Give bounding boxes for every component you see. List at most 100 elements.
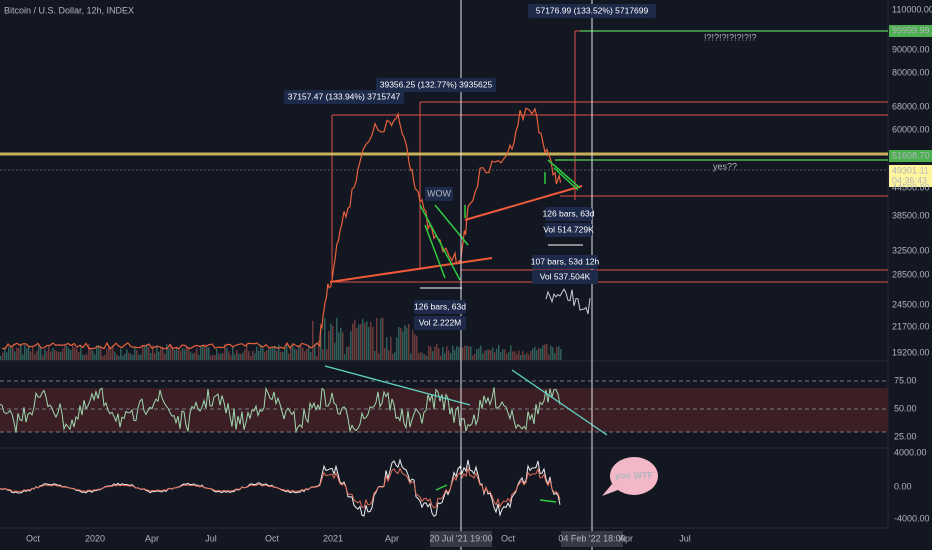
time-axis-label: Oct xyxy=(265,533,280,543)
volume-bar xyxy=(294,348,296,360)
volume-bar xyxy=(286,344,288,360)
volume-bar xyxy=(54,349,56,360)
volume-bar xyxy=(526,352,528,360)
annotation-text: Vol 2.222M xyxy=(419,317,462,327)
volume-bar xyxy=(132,355,134,360)
volume-bar xyxy=(66,345,68,360)
volume-bar xyxy=(64,345,66,360)
volume-bar xyxy=(420,351,422,360)
volume-bar xyxy=(354,319,356,360)
annotation-box xyxy=(532,270,598,284)
volume-bar xyxy=(342,332,344,360)
volume-bar xyxy=(406,327,408,360)
volume-bar xyxy=(302,347,304,360)
trend-lines xyxy=(329,185,583,283)
annotation-text: yes?? xyxy=(713,161,737,171)
volume-bar xyxy=(140,354,142,360)
volume-bar xyxy=(114,351,116,360)
volume-bar xyxy=(476,349,478,360)
volume-bar xyxy=(458,346,460,360)
volume-bar xyxy=(116,354,118,360)
volume-bar xyxy=(478,348,480,360)
volume-bar xyxy=(172,348,174,360)
price-axis-label: 21700.00 xyxy=(892,321,930,331)
macd-axis-label: -4000.00 xyxy=(894,513,930,523)
volume-bar xyxy=(280,351,282,360)
volume-bar xyxy=(100,346,102,360)
volume-bar xyxy=(504,349,506,360)
price-axis-label: 51608.70 xyxy=(892,150,930,160)
volume-bar xyxy=(542,345,544,360)
volume-bar xyxy=(456,346,458,360)
volume-bar xyxy=(234,354,236,360)
volume-bar xyxy=(496,348,498,360)
volume-bar xyxy=(538,347,540,360)
annotation-text: 39356.25 (132.77%) 3935625 xyxy=(380,79,493,89)
volume-bar xyxy=(218,353,220,360)
volume-bar xyxy=(150,353,152,360)
price-tag xyxy=(889,165,932,177)
annotation-box xyxy=(528,4,656,18)
volume-bar xyxy=(328,330,330,360)
volume-bar xyxy=(214,354,216,360)
volume-bar xyxy=(70,349,72,360)
volume-bar xyxy=(38,344,40,360)
time-axis-label: Apr xyxy=(145,533,159,543)
volume-bar xyxy=(346,347,348,360)
volume-bar xyxy=(316,355,318,360)
volume-bar xyxy=(154,353,156,360)
price-tag xyxy=(889,25,932,37)
time-axis-label: 2021 xyxy=(323,533,343,543)
volume-bar xyxy=(260,344,262,360)
volume-bar xyxy=(120,348,122,360)
volume-bar xyxy=(382,317,384,360)
volume-bar xyxy=(240,353,242,360)
projection-line xyxy=(545,288,591,315)
volume-bar xyxy=(16,347,18,360)
volume-bar xyxy=(258,350,260,360)
price-axis-label: 99999.99 xyxy=(892,25,930,35)
volume-bar xyxy=(48,345,50,360)
volume-bar xyxy=(306,348,308,360)
volume-bar xyxy=(508,351,510,360)
volume-bar xyxy=(210,355,212,360)
volume-bar xyxy=(404,325,406,360)
volume-bar xyxy=(182,348,184,360)
time-axis-label: 04 Feb '22 18:00 xyxy=(558,533,625,543)
volume-bar xyxy=(46,350,48,360)
volume-bar xyxy=(528,354,530,360)
macd-axis-label: 4000.00 xyxy=(894,447,927,457)
volume-bar xyxy=(122,355,124,360)
volume-bar xyxy=(108,347,110,360)
volume-bar xyxy=(386,337,388,360)
volume-bar xyxy=(360,323,362,360)
volume-bar xyxy=(320,328,322,360)
volume-bar xyxy=(284,347,286,360)
volume-bar xyxy=(540,348,542,360)
volume-bar xyxy=(338,332,340,360)
rsi-axis-label: 25.00 xyxy=(894,431,917,441)
volume-bar xyxy=(4,347,6,360)
time-axis-label: 2020 xyxy=(85,533,105,543)
volume-bar xyxy=(228,351,230,360)
volume-bar xyxy=(76,348,78,360)
volume-bar xyxy=(60,352,62,360)
volume-bar xyxy=(254,353,256,360)
volume-bar xyxy=(244,349,246,360)
volume-bar xyxy=(472,355,474,360)
volume-bar xyxy=(432,351,434,360)
price-tag xyxy=(889,150,932,162)
volume-bar xyxy=(428,345,430,360)
volume-bar xyxy=(498,344,500,360)
time-tag xyxy=(561,531,623,547)
volume-bar xyxy=(34,354,36,360)
volume-bar xyxy=(512,351,514,360)
volume-bar xyxy=(14,351,16,360)
time-axis-label: Apr xyxy=(619,533,633,543)
volume-bar xyxy=(416,336,418,360)
volume-bar xyxy=(484,350,486,360)
volume-bar xyxy=(418,353,420,360)
time-axis-label: Oct xyxy=(501,533,516,543)
volume-bar xyxy=(548,354,550,360)
volume-bar xyxy=(186,346,188,360)
